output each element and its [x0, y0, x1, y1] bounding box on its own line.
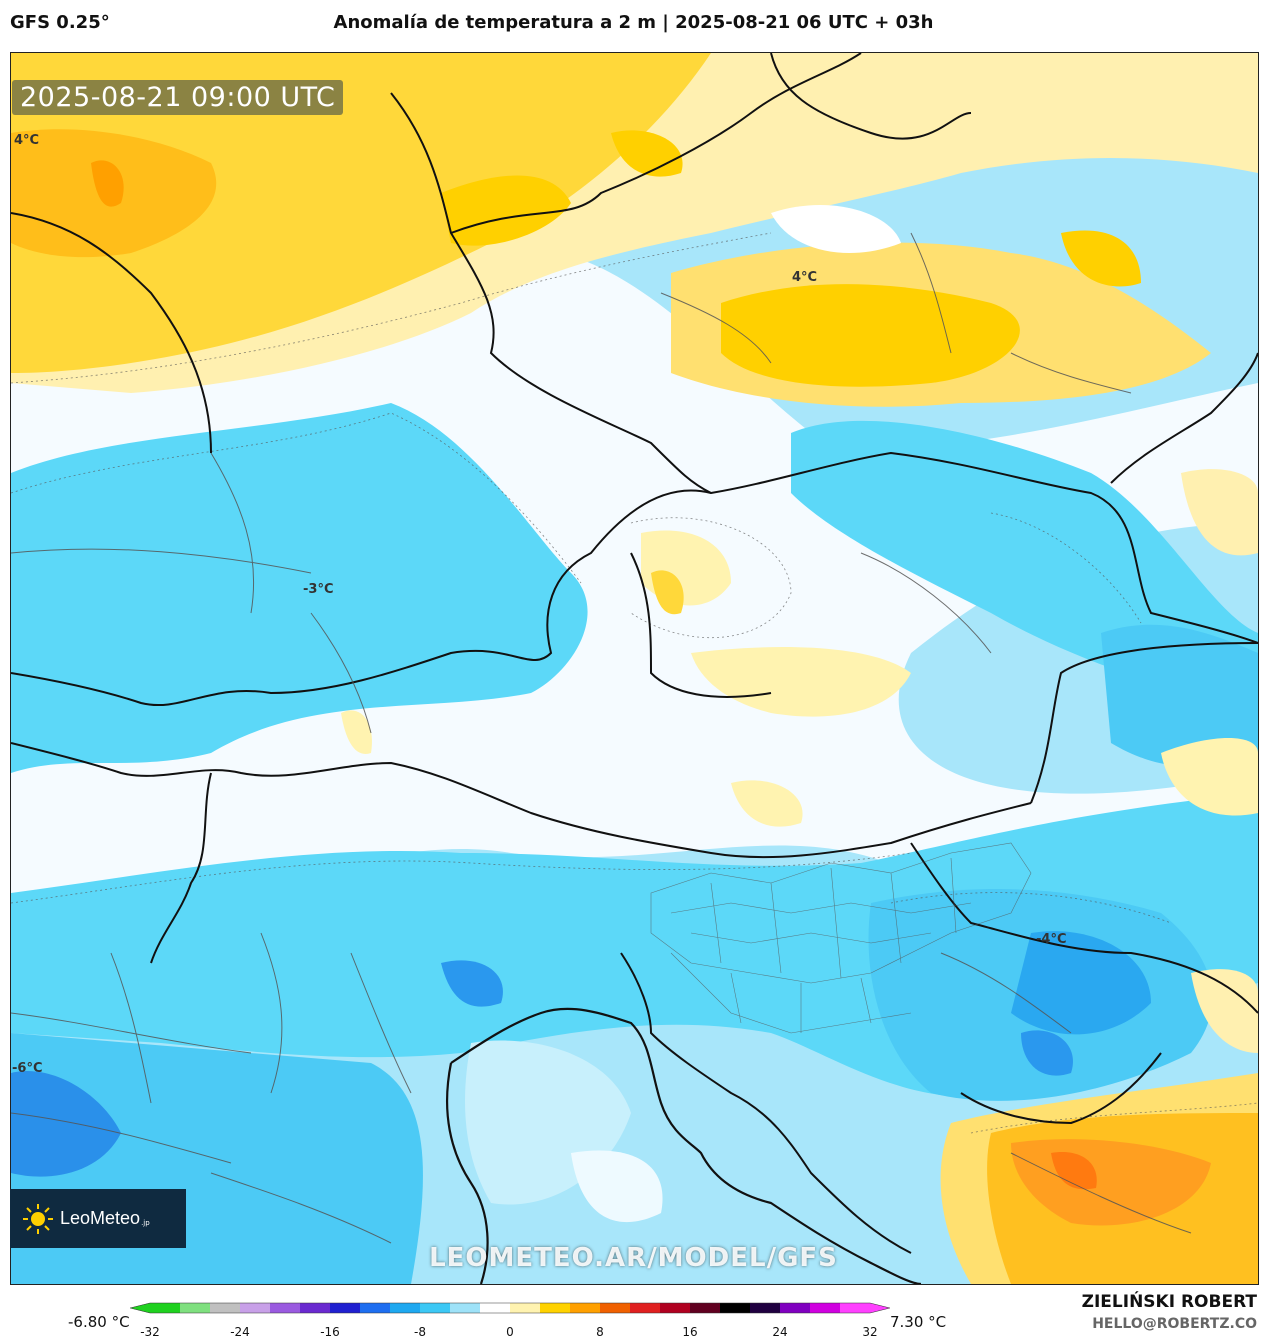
colorbar-swatch [750, 1303, 781, 1313]
author-email[interactable]: HELLO@ROBERTZ.CO [1092, 1316, 1257, 1332]
sun-icon [22, 1203, 54, 1235]
colorbar-tick-label: -32 [140, 1325, 160, 1339]
colorbar-min-label: -6.80 °C [68, 1313, 130, 1331]
colorbar-swatch [690, 1303, 721, 1313]
colorbar-swatch [150, 1303, 181, 1313]
map-canvas [11, 53, 1258, 1284]
colorbar-swatch [570, 1303, 601, 1313]
colorbar-swatch [270, 1303, 301, 1313]
colorbar-swatch [330, 1303, 361, 1313]
logo-text: LeoMeteo [60, 1208, 141, 1228]
contour-label: -4°C [1036, 932, 1067, 947]
colorbar-swatch [240, 1303, 271, 1313]
colorbar-tick-label: 24 [772, 1325, 788, 1339]
colorbar-swatch [510, 1303, 541, 1313]
logo-suffix: .jp [141, 1218, 150, 1227]
valid-time-badge: 2025-08-21 09:00 UTC [12, 80, 344, 115]
colorbar-swatch [720, 1303, 751, 1313]
colorbar-tick-label: 16 [682, 1325, 698, 1339]
colorbar-swatch [600, 1303, 631, 1313]
colorbar [130, 1302, 890, 1314]
colorbar-swatch [420, 1303, 451, 1313]
colorbar-max-arrow [870, 1303, 890, 1313]
colorbar-tick-label: -24 [230, 1325, 250, 1339]
colorbar-swatch [780, 1303, 811, 1313]
colorbar-swatch [390, 1303, 421, 1313]
colorbar-tick-label: 0 [506, 1325, 514, 1339]
contour-label: 4°C [792, 270, 818, 285]
colorbar-swatch [210, 1303, 241, 1313]
colorbar-swatch [360, 1303, 391, 1313]
colorbar-tick-label: 32 [862, 1325, 878, 1339]
model-name: GFS 0.25° [10, 12, 110, 33]
contour-label: 4°C [14, 133, 40, 148]
colorbar-swatch [450, 1303, 481, 1313]
contour-label: -6°C [12, 1061, 43, 1076]
colorbar-swatch [180, 1303, 211, 1313]
colorbar-swatch [660, 1303, 691, 1313]
colorbar-swatch [810, 1303, 841, 1313]
colorbar-swatch [480, 1303, 511, 1313]
colorbar-swatch [630, 1303, 661, 1313]
temperature-anomaly-map [10, 52, 1259, 1285]
author-name: ZIELIŃSKI ROBERT [1081, 1292, 1257, 1312]
map-title: Anomalía de temperatura a 2 m | 2025-08-… [333, 12, 934, 33]
contour-label: -3°C [303, 582, 334, 597]
colorbar-max-label: 7.30 °C [890, 1313, 947, 1331]
colorbar-swatch [300, 1303, 331, 1313]
colorbar-tick-label: -16 [320, 1325, 340, 1339]
colorbar-tick-label: 8 [596, 1325, 604, 1339]
colorbar-tick-label: -8 [414, 1325, 426, 1339]
colorbar-min-arrow [130, 1303, 150, 1313]
website-watermark: LEOMETEO.AR/MODEL/GFS [429, 1243, 838, 1273]
colorbar-swatch [840, 1303, 871, 1313]
leometeo-logo: LeoMeteo .jp [10, 1189, 186, 1248]
colorbar-outline [130, 1302, 890, 1314]
colorbar-swatch [540, 1303, 571, 1313]
